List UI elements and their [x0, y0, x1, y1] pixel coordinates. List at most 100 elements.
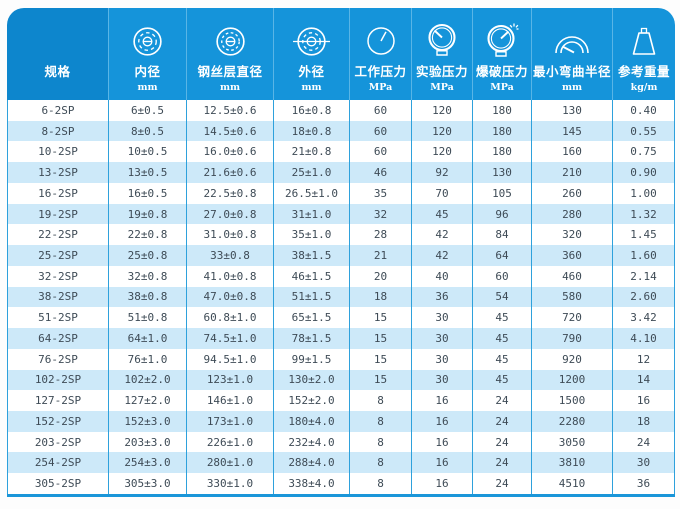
- test-pressure-gauge-icon: [424, 20, 460, 62]
- value-cell: 41.0±0.8: [187, 265, 274, 287]
- value-cell: 60: [350, 120, 412, 142]
- value-cell: 720: [532, 307, 613, 329]
- value-cell: 51±0.8: [109, 307, 187, 329]
- col-label: 内径: [134, 65, 161, 79]
- value-cell: 3.42: [613, 307, 675, 329]
- spec-cell: 51-2SP: [7, 307, 109, 329]
- spec-cell: 22-2SP: [7, 224, 109, 246]
- value-cell: 4.10: [613, 328, 675, 349]
- outer-diameter-icon: [292, 20, 331, 62]
- value-cell: 790: [532, 328, 613, 349]
- value-cell: 1500: [532, 390, 613, 412]
- table-row: 152-2SP 152±3.0 173±1.0 180±4.0 8 16 24 2280 18: [7, 411, 675, 432]
- col-header-reference-weight: 参考重量 kg/m: [613, 8, 675, 100]
- value-cell: 24: [473, 452, 532, 474]
- value-cell: 1.45: [613, 224, 675, 246]
- value-cell: 152±2.0: [274, 390, 350, 412]
- value-cell: 94.5±1.0: [187, 348, 274, 370]
- burst-pressure-gauge-icon: [483, 20, 521, 62]
- table-body: 6-2SP 6±0.5 12.5±0.6 16±0.8 60 120 180 130 0.40 8…: [7, 100, 675, 494]
- value-cell: 254±3.0: [109, 452, 187, 474]
- value-cell: 54: [473, 286, 532, 308]
- value-cell: 180: [473, 141, 532, 163]
- col-header-spec: 规格: [7, 8, 109, 100]
- value-cell: 16.0±0.6: [187, 141, 274, 163]
- value-cell: 31±1.0: [274, 203, 350, 225]
- value-cell: 0.90: [613, 162, 675, 183]
- spec-cell: 32-2SP: [7, 265, 109, 287]
- inner-diameter-icon: [129, 20, 166, 62]
- table-row: 64-2SP 64±1.0 74.5±1.0 78±1.5 15 30 45 790 4.10: [7, 328, 675, 349]
- value-cell: 0.40: [613, 100, 675, 121]
- value-cell: 2.60: [613, 286, 675, 308]
- table-row: 127-2SP 127±2.0 146±1.0 152±2.0 8 16 24 1500 16: [7, 390, 675, 412]
- value-cell: 16: [613, 390, 675, 412]
- table-row: 25-2SP 25±0.8 33±0.8 38±1.5 21 42 64 360 1.60: [7, 245, 675, 266]
- spec-cell: 16-2SP: [7, 182, 109, 204]
- col-label: 实验压力: [415, 65, 468, 79]
- value-cell: 1.60: [613, 245, 675, 266]
- value-cell: 30: [412, 307, 473, 329]
- col-label: 钢丝层直径: [197, 65, 263, 79]
- value-cell: 45: [473, 369, 532, 391]
- table-row: 19-2SP 19±0.8 27.0±0.8 31±1.0 32 45 96 280 1.32: [7, 203, 675, 225]
- value-cell: 2.14: [613, 265, 675, 287]
- value-cell: 13±0.5: [109, 162, 187, 183]
- col-header-burst-pressure: 爆破压力 MPa: [473, 8, 532, 100]
- table-row: 13-2SP 13±0.5 21.6±0.6 25±1.0 46 92 130 210 0.90: [7, 162, 675, 183]
- working-pressure-gauge-icon: [364, 20, 398, 62]
- value-cell: 8: [350, 473, 412, 494]
- value-cell: 32±0.8: [109, 265, 187, 287]
- spec-cell: 64-2SP: [7, 328, 109, 349]
- value-cell: 70: [412, 182, 473, 204]
- value-cell: 16: [412, 431, 473, 453]
- value-cell: 12.5±0.6: [187, 100, 274, 121]
- table-row: 102-2SP 102±2.0 123±1.0 130±2.0 15 30 45 1200 14: [7, 369, 675, 391]
- col-unit: mm: [561, 82, 583, 93]
- table-row: 51-2SP 51±0.8 60.8±1.0 65±1.5 15 30 45 720 3.42: [7, 307, 675, 329]
- value-cell: 64±1.0: [109, 328, 187, 349]
- value-cell: 64: [473, 245, 532, 266]
- value-cell: 60: [350, 141, 412, 163]
- value-cell: 38±1.5: [274, 245, 350, 266]
- value-cell: 65±1.5: [274, 307, 350, 329]
- header-row: 规格 内径: [7, 8, 675, 100]
- value-cell: 46±1.5: [274, 265, 350, 287]
- value-cell: 8: [350, 431, 412, 453]
- value-cell: 146±1.0: [187, 390, 274, 412]
- value-cell: 38±0.8: [109, 286, 187, 308]
- value-cell: 15: [350, 328, 412, 349]
- table-row: 38-2SP 38±0.8 47.0±0.8 51±1.5 18 36 54 580 2.60: [7, 286, 675, 308]
- col-label: 工作压力: [354, 65, 407, 79]
- value-cell: 30: [412, 348, 473, 370]
- table-header: 规格 内径: [7, 8, 675, 100]
- value-cell: 203±3.0: [109, 431, 187, 453]
- value-cell: 21: [350, 245, 412, 266]
- value-cell: 305±3.0: [109, 473, 187, 494]
- value-cell: 92: [412, 162, 473, 183]
- value-cell: 16: [412, 473, 473, 494]
- col-header-min-bend-radius: 最小弯曲半径 mm: [532, 8, 613, 100]
- value-cell: 47.0±0.8: [187, 286, 274, 308]
- value-cell: 51±1.5: [274, 286, 350, 308]
- value-cell: 130: [532, 100, 613, 121]
- value-cell: 76±1.0: [109, 348, 187, 370]
- value-cell: 78±1.5: [274, 328, 350, 349]
- value-cell: 35: [350, 182, 412, 204]
- value-cell: 226±1.0: [187, 431, 274, 453]
- spec-cell: 38-2SP: [7, 286, 109, 308]
- value-cell: 30: [412, 369, 473, 391]
- value-cell: 36: [412, 286, 473, 308]
- value-cell: 45: [412, 203, 473, 225]
- value-cell: 16: [412, 452, 473, 474]
- value-cell: 15: [350, 307, 412, 329]
- value-cell: 102±2.0: [109, 369, 187, 391]
- value-cell: 24: [473, 431, 532, 453]
- spec-cell: 76-2SP: [7, 348, 109, 370]
- value-cell: 180: [473, 100, 532, 121]
- value-cell: 580: [532, 286, 613, 308]
- value-cell: 130±2.0: [274, 369, 350, 391]
- value-cell: 16±0.5: [109, 182, 187, 204]
- table-row: 6-2SP 6±0.5 12.5±0.6 16±0.8 60 120 180 130 0.40: [7, 100, 675, 121]
- col-header-inner-diameter: 内径 mm: [109, 8, 187, 100]
